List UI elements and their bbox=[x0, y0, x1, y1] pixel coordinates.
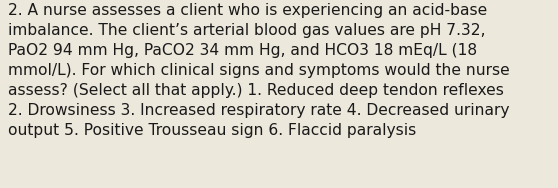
Text: 2. A nurse assesses a client who is experiencing an acid-base
imbalance. The cli: 2. A nurse assesses a client who is expe… bbox=[8, 3, 510, 138]
